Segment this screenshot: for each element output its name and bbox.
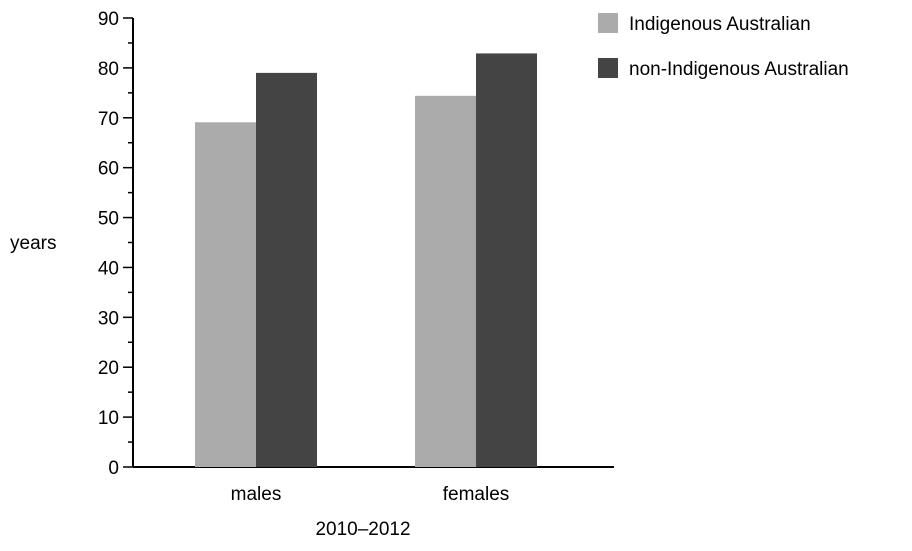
legend-label-non-indigenous: non-Indigenous Australian (629, 59, 849, 80)
legend-label-indigenous: Indigenous Australian (629, 14, 811, 35)
y-tick-label: 80 (98, 59, 119, 80)
x-tick-labels: males females (231, 484, 510, 505)
legend-swatch-indigenous (598, 13, 618, 33)
y-tick-label: 40 (98, 258, 119, 279)
y-tick-label: 0 (108, 458, 119, 479)
bar-males-series-1 (256, 72, 317, 467)
y-tick-label: 90 (98, 9, 119, 30)
bar-females-series-1 (476, 53, 537, 467)
bars (195, 53, 537, 468)
bar-males-series-0 (195, 122, 256, 468)
y-tick-label: 30 (98, 308, 119, 329)
legend: Indigenous Australian non-Indigenous Aus… (598, 13, 849, 80)
y-tick-label: 20 (98, 358, 119, 379)
bar-females-series-0 (415, 95, 476, 468)
y-tick-label: 50 (98, 209, 119, 230)
legend-swatch-non-indigenous (598, 58, 618, 78)
y-tick-label: 70 (98, 109, 119, 130)
x-tick-label: females (443, 484, 510, 505)
y-axis-label: years (10, 233, 56, 254)
y-tick-label: 10 (98, 408, 119, 429)
y-ticks: 0 10 20 30 40 50 60 70 80 90 (98, 9, 133, 479)
y-tick-label: 60 (98, 159, 119, 180)
x-axis-label: 2010–2012 (315, 519, 410, 540)
x-tick-label: males (231, 484, 282, 505)
